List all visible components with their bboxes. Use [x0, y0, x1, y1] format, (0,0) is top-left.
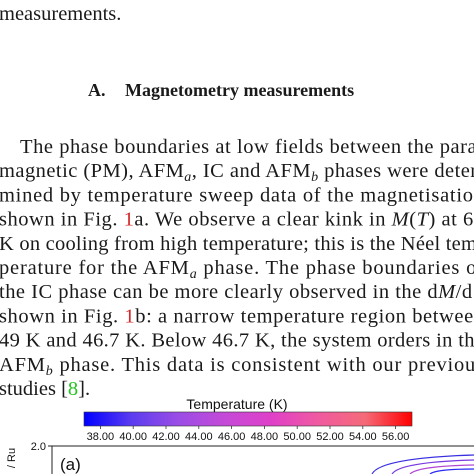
text-run: ) at 60 — [429, 209, 474, 231]
paragraph-line: mined by temperature sweep data of the m… — [0, 184, 474, 206]
text-run: phase. The phase boundaries of — [197, 257, 474, 279]
colorbar-tick-label: 46.00 — [218, 431, 246, 443]
text-run: T — [473, 281, 474, 303]
colorbar-tick-label: 56.00 — [382, 431, 410, 443]
y-tick-label: 2.0 — [31, 441, 46, 453]
text-run: phases were deter- — [319, 160, 474, 182]
paragraph-line: perature for the AFMa phase. The phase b… — [0, 257, 474, 282]
curve — [371, 454, 474, 474]
paragraph-line: magnetic (PM), AFMa, IC and AFMb phases … — [0, 160, 474, 185]
link: 1 — [124, 209, 134, 231]
text-run: a. We observe a clear kink in — [134, 209, 391, 231]
colorbar-tick-label: 42.00 — [152, 431, 180, 443]
colorbar-tick-label: 44.00 — [185, 431, 213, 443]
text-run: shown in Fig. — [0, 305, 124, 327]
paragraph-line: AFMb phase. This data is consistent with… — [0, 354, 474, 379]
paragraph-line: the IC phase can be more clearly observe… — [0, 281, 474, 303]
subscript: a — [184, 170, 191, 185]
top-line: measurements. — [0, 3, 121, 25]
link: 8 — [68, 378, 78, 400]
text-run: ]. — [78, 378, 90, 400]
text-run: M — [391, 209, 411, 231]
text-run: the IC phase can be more clearly observe… — [0, 281, 438, 303]
colorbar-tick-label: 50.00 — [283, 431, 311, 443]
paragraph-line: studies [8]. — [0, 378, 90, 400]
text-run: mined by temperature sweep data of the m… — [0, 184, 474, 206]
colorbar-tick-label: 52.00 — [316, 431, 344, 443]
panel-label: (a) — [60, 455, 81, 474]
text-run: The phase boundaries at low fields betwe… — [20, 136, 474, 158]
colorbar-tick-label: 48.00 — [251, 431, 279, 443]
text-run: magnetic (PM), AFM — [0, 160, 184, 182]
colorbar — [83, 411, 413, 427]
text-run: b: a narrow temperature region between — [135, 305, 474, 327]
text-run: shown in Fig. — [0, 209, 123, 231]
text-run: perature for the AFM — [0, 257, 189, 279]
section-title: Magnetometry measurements — [125, 80, 354, 100]
paragraph-line: shown in Fig. 1b: a narrow temperature r… — [0, 305, 474, 327]
curve — [391, 459, 474, 474]
paragraph-line: 49 K and 46.7 K. Below 46.7 K, the syste… — [0, 330, 474, 352]
text-run: /d — [456, 281, 472, 303]
subscript: b — [311, 170, 318, 185]
curve — [409, 464, 474, 474]
text-run: T — [417, 209, 430, 231]
colorbar-title: Temperature (K) — [186, 396, 287, 412]
text-run: K on cooling from high temperature; this… — [0, 233, 474, 255]
paragraph-line: shown in Fig. 1a. We observe a clear kin… — [0, 209, 474, 231]
plot-frame — [51, 445, 474, 474]
text-run: AFM — [0, 354, 45, 376]
paragraph-line: K on cooling from high temperature; this… — [0, 233, 474, 255]
subscript: b — [46, 364, 53, 379]
curve — [429, 468, 474, 474]
y-axis-label: / Ru — [6, 448, 18, 468]
text-run: , IC and AFM — [192, 160, 311, 182]
subscript: a — [190, 267, 197, 282]
section-number: A. — [88, 80, 106, 100]
paragraph: The phase boundaries at low fields betwe… — [0, 136, 474, 400]
text-run: M — [437, 281, 457, 303]
colorbar-tick-label: 40.00 — [119, 431, 147, 443]
link: 1 — [124, 305, 134, 327]
colorbar-tick-label: 38.00 — [87, 431, 115, 443]
text-run: phase. This data is consistent with our … — [54, 354, 474, 376]
figure: Temperature (K) (a) / Ru 38.00 40.00 42.00… — [6, 396, 474, 474]
text-run: ( — [409, 209, 416, 231]
text-run: 49 K and 46.7 K. Below 46.7 K, the syste… — [0, 330, 474, 352]
text-run: studies [ — [0, 378, 68, 400]
paragraph-line: The phase boundaries at low fields betwe… — [20, 136, 474, 158]
colorbar-tick-label: 54.00 — [349, 431, 377, 443]
